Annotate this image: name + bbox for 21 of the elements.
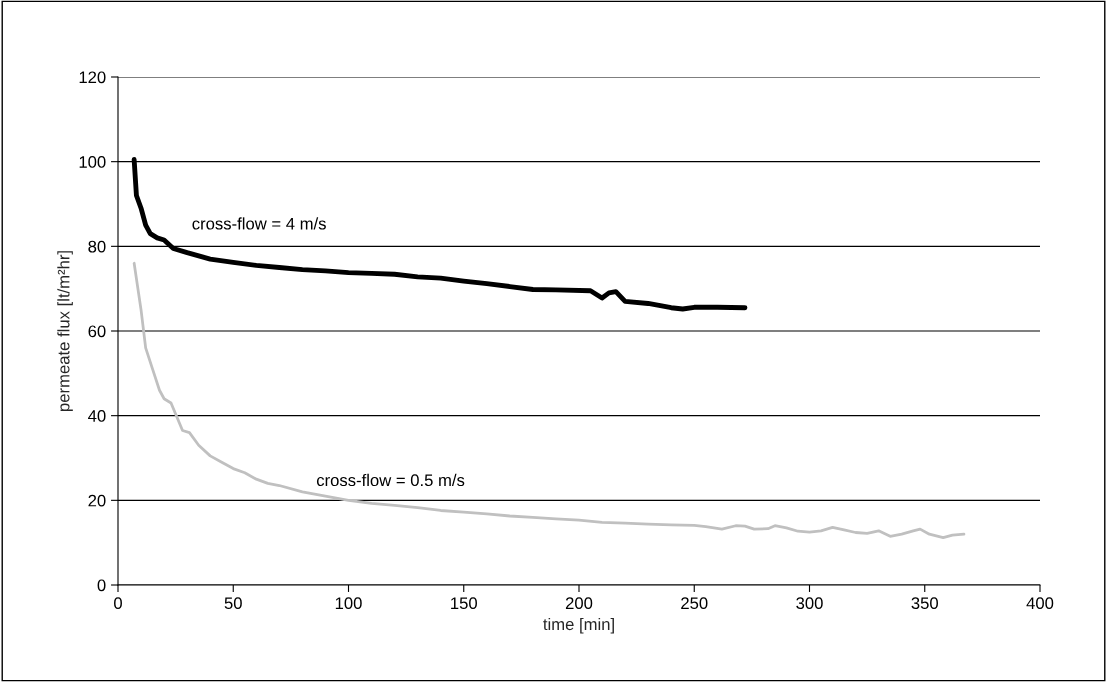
x-tick-label: 0: [114, 597, 122, 610]
y-axis-title: permeate flux [lt/m²hr]: [57, 251, 73, 411]
x-tick-label: 350: [911, 597, 938, 610]
y-tick-label: 0: [97, 579, 106, 592]
x-tick-label: 250: [681, 597, 708, 610]
y-tick-label: 80: [88, 240, 106, 253]
y-tick-label: 100: [79, 156, 106, 168]
x-axis-title: time [min]: [543, 617, 614, 634]
y-tick-label: 120: [79, 71, 106, 84]
series-label: cross-flow = 4 m/s: [192, 217, 326, 230]
y-tick-label: 20: [88, 494, 106, 507]
line-series: [132, 261, 966, 539]
series-label: cross-flow = 0.5 m/s: [316, 473, 465, 487]
y-tick-label: 40: [88, 410, 106, 422]
x-tick-label: 100: [335, 597, 362, 610]
x-tick-label: 300: [796, 597, 823, 610]
x-tick-label: 400: [1026, 597, 1054, 610]
x-tick-label: 50: [224, 597, 242, 610]
x-tick-label: 200: [565, 597, 593, 610]
y-tick-label: 60: [88, 325, 106, 338]
x-tick-label: 150: [451, 597, 477, 610]
